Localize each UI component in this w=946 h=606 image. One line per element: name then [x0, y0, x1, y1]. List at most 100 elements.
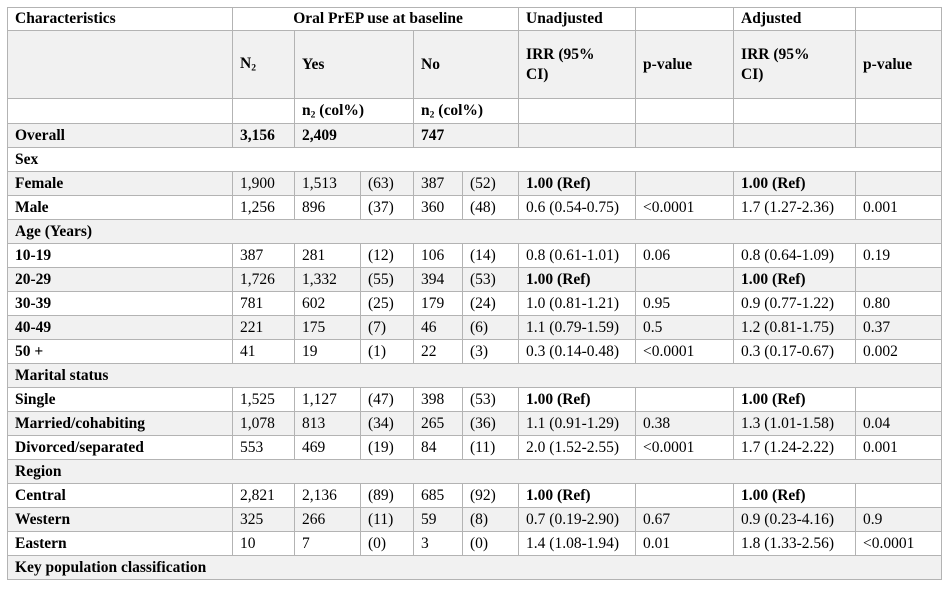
cell-yes-n: 281 — [294, 243, 361, 268]
table-row-single: Single 1,525 1,127 (47) 398 (53) 1.00 (R… — [7, 387, 943, 412]
cell-irr-unadjusted: 2.0 (1.52-2.55) — [518, 435, 637, 460]
cell-p-adjusted: 0.80 — [855, 291, 943, 316]
yes-ncol-base: n — [302, 101, 311, 119]
cell-label: 50 + — [7, 339, 233, 364]
cell-label: Central — [7, 483, 233, 508]
cell-p-unadjusted: <0.0001 — [635, 195, 735, 220]
cell-irr-adjusted — [733, 123, 857, 148]
cell-irr-adjusted: 0.9 (0.23-4.16) — [733, 507, 857, 532]
section-row-sex: Sex — [6, 147, 943, 172]
cell-p-unadjusted: 0.38 — [635, 411, 735, 436]
table-row-married: Married/cohabiting 1,078 813 (34) 265 (3… — [7, 411, 943, 436]
cell-irr-unadjusted: 1.1 (0.79-1.59) — [518, 315, 637, 340]
cell-p-adjusted — [855, 387, 943, 412]
subheader-no-ncol: n2 (col%) — [412, 98, 520, 124]
table-row-western: Western 325 266 (11) 59 (8) 0.7 (0.19-2.… — [7, 507, 943, 532]
cell-yes-pct: (37) — [360, 195, 414, 220]
cell-irr-unadjusted: 1.0 (0.81-1.21) — [518, 291, 637, 316]
cell-yes-n: 1,513 — [294, 171, 361, 196]
table-row-central: Central 2,821 2,136 (89) 685 (92) 1.00 (… — [7, 483, 943, 508]
cell-yes-n: 896 — [294, 195, 361, 220]
cell-n2: 41 — [232, 339, 295, 364]
header-col-yes: Yes — [294, 30, 414, 99]
cell-p-adjusted — [855, 123, 943, 148]
cell-n2: 325 — [232, 507, 295, 532]
cell-n2: 553 — [232, 435, 295, 460]
table-row-divorced: Divorced/separated 553 469 (19) 84 (11) … — [7, 435, 943, 460]
cell-yes-pct: (55) — [360, 267, 414, 292]
cell-n2: 1,078 — [232, 411, 295, 436]
prep-baseline-irr-table: Characteristics Oral PrEP use at baselin… — [6, 7, 943, 580]
header-col-pvalue-unadjusted: p-value — [635, 30, 735, 99]
cell-irr-unadjusted: 0.8 (0.61-1.01) — [518, 243, 637, 268]
cell-yes-n: 469 — [294, 435, 361, 460]
header-row-columns: N2 Yes No IRR (95% CI) p-value IRR (95% … — [7, 30, 943, 99]
cell-no-n: 265 — [413, 411, 463, 436]
header-characteristics: Characteristics — [7, 7, 233, 31]
cell-yes-pct: (89) — [360, 483, 414, 508]
cell-yes-n: 813 — [294, 411, 361, 436]
cell-irr-adjusted: 0.9 (0.77-1.22) — [733, 291, 857, 316]
cell-p-adjusted — [855, 171, 943, 196]
cell-n2: 3,156 — [232, 123, 295, 148]
header-adjusted-group: Adjusted — [733, 7, 857, 31]
subheader-empty-4 — [635, 98, 735, 124]
yes-ncol-subscript: 2 — [310, 109, 316, 121]
subheader-yes-ncol: n2 (col%) — [294, 98, 414, 124]
section-title: Sex — [6, 147, 943, 172]
cell-no-pct: (52) — [461, 171, 520, 196]
cell-yes-n: 266 — [294, 507, 361, 532]
cell-yes-pct: (19) — [360, 435, 414, 460]
cell-n2: 221 — [232, 315, 295, 340]
cell-no-n: 3 — [413, 531, 463, 556]
cell-irr-unadjusted: 0.3 (0.14-0.48) — [518, 339, 637, 364]
cell-p-adjusted: <0.0001 — [855, 531, 943, 556]
cell-irr-unadjusted: 1.1 (0.91-1.29) — [518, 411, 637, 436]
cell-n2: 2,821 — [232, 483, 295, 508]
cell-no-n: 46 — [413, 315, 463, 340]
cell-yes-n: 1,332 — [294, 267, 361, 292]
n2-base: N — [240, 55, 252, 73]
section-title: Region — [6, 459, 943, 484]
cell-no-pct: (6) — [461, 315, 520, 340]
cell-irr-unadjusted: 1.4 (1.08-1.94) — [518, 531, 637, 556]
cell-p-adjusted: 0.19 — [855, 243, 943, 268]
cell-label: Divorced/separated — [7, 435, 233, 460]
cell-no-n: 387 — [413, 171, 463, 196]
no-ncol-rest: (col%) — [434, 101, 484, 119]
cell-irr-unadjusted — [518, 123, 637, 148]
cell-no-n: 84 — [413, 435, 463, 460]
cell-yes-pct: (7) — [360, 315, 414, 340]
subheader-empty-5 — [733, 98, 857, 124]
cell-p-adjusted: 0.04 — [855, 411, 943, 436]
cell-irr-unadjusted: 1.00 (Ref) — [518, 267, 637, 292]
cell-irr-adjusted: 1.3 (1.01-1.58) — [733, 411, 857, 436]
cell-label: Single — [7, 387, 233, 412]
section-title: Marital status — [6, 363, 943, 388]
cell-irr-adjusted: 1.7 (1.24-2.22) — [733, 435, 857, 460]
cell-p-unadjusted: 0.95 — [635, 291, 735, 316]
cell-no-pct: (48) — [461, 195, 520, 220]
cell-irr-adjusted: 1.00 (Ref) — [733, 171, 857, 196]
cell-label: 30-39 — [7, 291, 233, 316]
cell-no-n: 59 — [413, 507, 463, 532]
cell-no-pct: (53) — [461, 387, 520, 412]
header-col-n2: N2 — [232, 30, 295, 99]
cell-label: 20-29 — [7, 267, 233, 292]
header-col-pvalue-adjusted: p-value — [855, 30, 943, 99]
header-oral-prep-group: Oral PrEP use at baseline — [231, 7, 520, 31]
cell-yes-n: 19 — [294, 339, 361, 364]
cell-yes-n: 1,127 — [294, 387, 361, 412]
cell-p-adjusted: 0.9 — [855, 507, 943, 532]
no-ncol-base: n — [421, 101, 430, 119]
cell-label: Married/cohabiting — [7, 411, 233, 436]
table-row-20-29: 20-29 1,726 1,332 (55) 394 (53) 1.00 (Re… — [7, 267, 943, 292]
cell-n2: 10 — [232, 531, 295, 556]
cell-yes-pct: (11) — [360, 507, 414, 532]
section-title: Key population classification — [6, 555, 943, 580]
cell-p-adjusted: 0.002 — [855, 339, 943, 364]
cell-p-unadjusted: 0.5 — [635, 315, 735, 340]
header-col-irr-adjusted: IRR (95% CI) — [733, 30, 857, 99]
cell-yes-n: 175 — [294, 315, 361, 340]
cell-p-adjusted: 0.37 — [855, 315, 943, 340]
